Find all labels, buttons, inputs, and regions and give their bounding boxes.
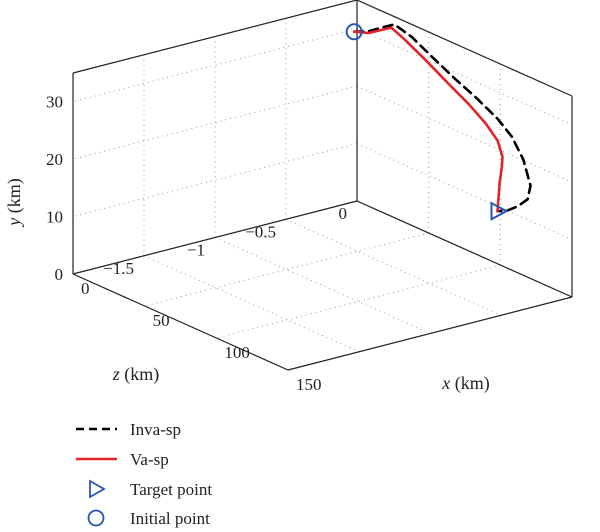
x-tick-label: 150 [296, 375, 322, 394]
grid-back-y [356, 28, 573, 126]
grid-floor-x [216, 264, 501, 339]
series-line-inva-sp [352, 23, 532, 213]
y-tick-label: 10 [46, 208, 63, 227]
series-group [352, 23, 532, 213]
box-edge [356, 0, 573, 97]
y-axis-label: y (km) [4, 178, 25, 228]
marker-target-point [490, 201, 509, 221]
grid-lines [72, 0, 573, 371]
box-edge [356, 200, 573, 298]
tick-labels: 0 10 20 30 0 −0.5 −1 −1.5 0 50 100 150 [46, 93, 347, 394]
initial-circle-icon [87, 509, 105, 527]
series-line-va-sp [352, 26, 504, 213]
legend-label-target-point: Target point [130, 480, 212, 499]
x-tick-label: 50 [153, 311, 170, 330]
z-axis-label: z (km) [112, 364, 160, 385]
marker-initial-point [345, 23, 363, 41]
axes-box [72, 0, 573, 371]
x-axis-label: x (km) [441, 373, 490, 394]
grid-floor-z [214, 237, 431, 334]
y-tick-label: 0 [55, 265, 64, 284]
z-tick-label: 0 [339, 204, 348, 223]
box-edge [72, 0, 358, 74]
legend-label-va-sp: Va-sp [130, 450, 169, 469]
grid-side-y [72, 143, 358, 218]
legend-label-initial-point: Initial point [130, 509, 210, 528]
z-tick-label: −1.5 [103, 259, 134, 278]
x-tick-label: 100 [224, 343, 250, 362]
grid-floor-z [143, 255, 360, 353]
legend-label-inva-sp: Inva-sp [130, 420, 181, 439]
box-edge [72, 273, 289, 371]
box-edge [287, 296, 573, 371]
grid-side-y [72, 28, 358, 103]
legend: Inva-sp Va-sp Target point Initial point [76, 420, 212, 528]
target-triangle-icon [89, 479, 106, 499]
box-edge [72, 200, 358, 275]
z-tick-label: −1 [187, 241, 205, 260]
y-tick-label: 30 [46, 93, 63, 112]
grid-floor-z [285, 218, 502, 316]
grid-back-y [356, 143, 573, 241]
z-tick-label: −0.5 [245, 222, 276, 241]
markers-group [345, 23, 509, 221]
y-tick-label: 20 [46, 150, 63, 169]
x-tick-label: 0 [81, 279, 90, 298]
